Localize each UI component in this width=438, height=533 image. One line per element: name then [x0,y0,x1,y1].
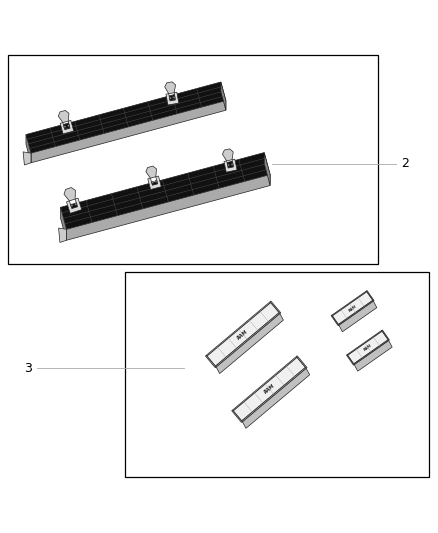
Circle shape [231,163,233,165]
Bar [8,55,378,264]
Polygon shape [205,356,216,368]
Polygon shape [233,358,305,421]
Polygon shape [224,159,237,172]
Circle shape [173,96,175,99]
Polygon shape [165,82,176,94]
Polygon shape [26,82,226,153]
Polygon shape [232,410,242,423]
Polygon shape [206,302,271,356]
Polygon shape [23,152,31,165]
Text: RAM: RAM [237,328,249,340]
Polygon shape [348,331,388,364]
Polygon shape [60,152,270,229]
Polygon shape [233,357,297,411]
Polygon shape [354,341,392,371]
Polygon shape [26,134,31,163]
Polygon shape [216,313,283,374]
Polygon shape [339,301,377,332]
Polygon shape [215,313,280,367]
Polygon shape [381,330,389,341]
Polygon shape [67,175,270,240]
Polygon shape [58,110,69,123]
Polygon shape [331,315,339,326]
Circle shape [64,126,66,128]
Polygon shape [354,340,389,365]
Polygon shape [64,188,75,201]
Circle shape [67,125,70,127]
Polygon shape [166,92,179,105]
Polygon shape [347,330,382,356]
Polygon shape [242,368,310,429]
Polygon shape [221,82,226,110]
Text: RAM: RAM [348,304,357,312]
Polygon shape [148,176,161,190]
Text: RAM: RAM [363,343,373,352]
Text: RAM: RAM [263,383,276,395]
Polygon shape [59,228,67,243]
Polygon shape [67,198,82,213]
Text: 2: 2 [401,157,409,170]
Bar [125,272,429,477]
Circle shape [155,180,157,182]
Polygon shape [366,290,374,301]
Polygon shape [339,300,373,325]
Polygon shape [31,101,226,163]
Polygon shape [146,166,156,178]
Polygon shape [242,367,306,422]
Circle shape [152,181,154,183]
Circle shape [170,97,172,99]
Polygon shape [270,301,281,313]
Circle shape [227,164,230,166]
Polygon shape [346,354,354,365]
Polygon shape [60,120,74,134]
Polygon shape [60,207,67,240]
Polygon shape [297,356,307,368]
Text: 3: 3 [24,361,32,375]
Polygon shape [223,149,233,161]
Polygon shape [332,291,367,316]
Polygon shape [207,303,279,366]
Circle shape [71,204,73,207]
Circle shape [74,203,77,205]
Polygon shape [332,292,373,325]
Polygon shape [264,152,270,185]
